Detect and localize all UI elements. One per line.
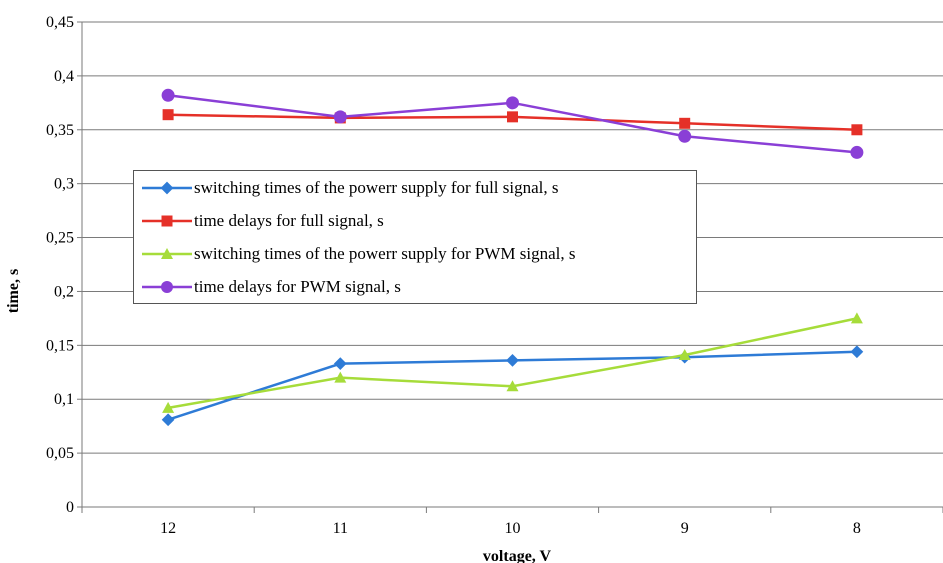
x-tick-label: 9 [681,520,689,537]
legend-diamond-marker-icon [142,181,192,195]
legend-square-marker-icon [142,215,192,227]
x-tick-label: 11 [333,520,348,537]
data-point [161,88,175,102]
data-point [334,371,347,383]
y-axis-label: time, s [5,269,22,313]
x-tick-label: 10 [505,520,521,537]
data-point [850,345,864,359]
data-point [506,380,519,392]
legend: switching times of the powerr supply for… [133,170,697,304]
data-point [162,109,174,121]
legend-label: switching times of the powerr supply for… [194,178,559,197]
legend-item: switching times of the powerr supply for… [142,176,559,200]
y-tick-label: 0,3 [54,176,74,193]
series [162,312,863,413]
data-point [679,117,691,129]
y-tick-label: 0,35 [46,122,74,139]
axes: 0 0,05 0,1 0,15 0,2 0,25 0,3 0,35 0,4 0,45 12 11 10 9… [46,14,943,537]
legend-item: switching times of the powerr supply for… [142,242,576,266]
legend-item: time delays for PWM signal, s [142,275,401,299]
series-layer [161,88,864,427]
y-tick-label: 0,25 [46,230,74,247]
data-point [506,96,519,110]
series [161,88,864,159]
y-tick-label: 0 [66,499,74,516]
legend-triangle-marker-icon [142,248,192,259]
data-point [851,124,863,136]
legend-label: switching times of the powerr supply for… [194,244,576,263]
y-tick-label: 0,2 [54,283,74,300]
data-point [678,129,692,143]
series [162,109,863,136]
legend-circle-marker-icon [142,281,192,293]
y-tick-label: 0,45 [46,14,74,31]
data-point [333,110,347,124]
y-tick-label: 0,1 [54,391,74,408]
y-tick-label: 0,05 [46,445,74,462]
legend-label: time delays for full signal, s [194,211,384,230]
data-point [507,111,518,123]
data-point [162,401,175,413]
data-point [850,312,863,324]
data-point [161,413,175,427]
legend-label: time delays for PWM signal, s [194,277,401,296]
y-tick-label: 0,15 [46,337,74,354]
data-point [678,349,691,361]
data-point [333,357,347,371]
x-tick-label: 12 [160,520,176,537]
x-tick-label: 8 [853,520,861,537]
data-point [850,145,864,159]
x-axis-label: voltage, V [483,548,552,563]
legend-item: time delays for full signal, s [142,209,384,233]
y-tick-label: 0,4 [54,68,74,85]
data-point [506,354,519,367]
